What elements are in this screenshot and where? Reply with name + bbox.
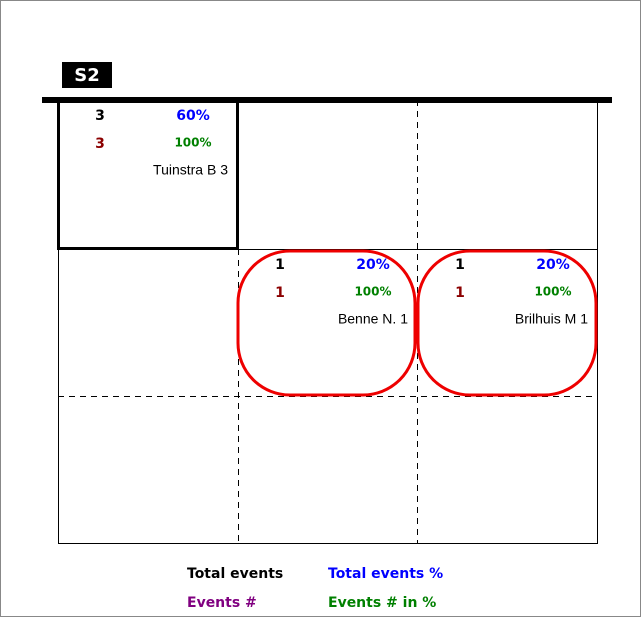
total-pct: 20% (356, 257, 390, 273)
total-pct: 60% (176, 108, 210, 124)
events: 3 (95, 136, 105, 152)
events-pct: 100% (534, 285, 571, 299)
title-box (62, 62, 112, 88)
name: Benne N. 1 (338, 311, 408, 327)
highlight[interactable] (416, 249, 598, 397)
events: 1 (455, 285, 465, 301)
title: S2 (74, 65, 100, 86)
highlight[interactable] (236, 249, 417, 397)
legend-item: Events # (187, 595, 257, 611)
total: 3 (95, 108, 105, 124)
events-pct: 100% (354, 285, 391, 299)
name: Tuinstra B 3 (153, 162, 228, 178)
events-pct: 100% (174, 136, 211, 150)
legend-item: Total events % (328, 566, 443, 582)
total-pct: 20% (536, 257, 570, 273)
events: 1 (275, 285, 285, 301)
name: Brilhuis M 1 (515, 311, 588, 327)
legend-item: Total events (187, 566, 283, 582)
total: 1 (275, 257, 285, 273)
selected-cell[interactable] (57, 100, 239, 250)
legend-item: Events # in % (328, 595, 436, 611)
total: 1 (455, 257, 465, 273)
